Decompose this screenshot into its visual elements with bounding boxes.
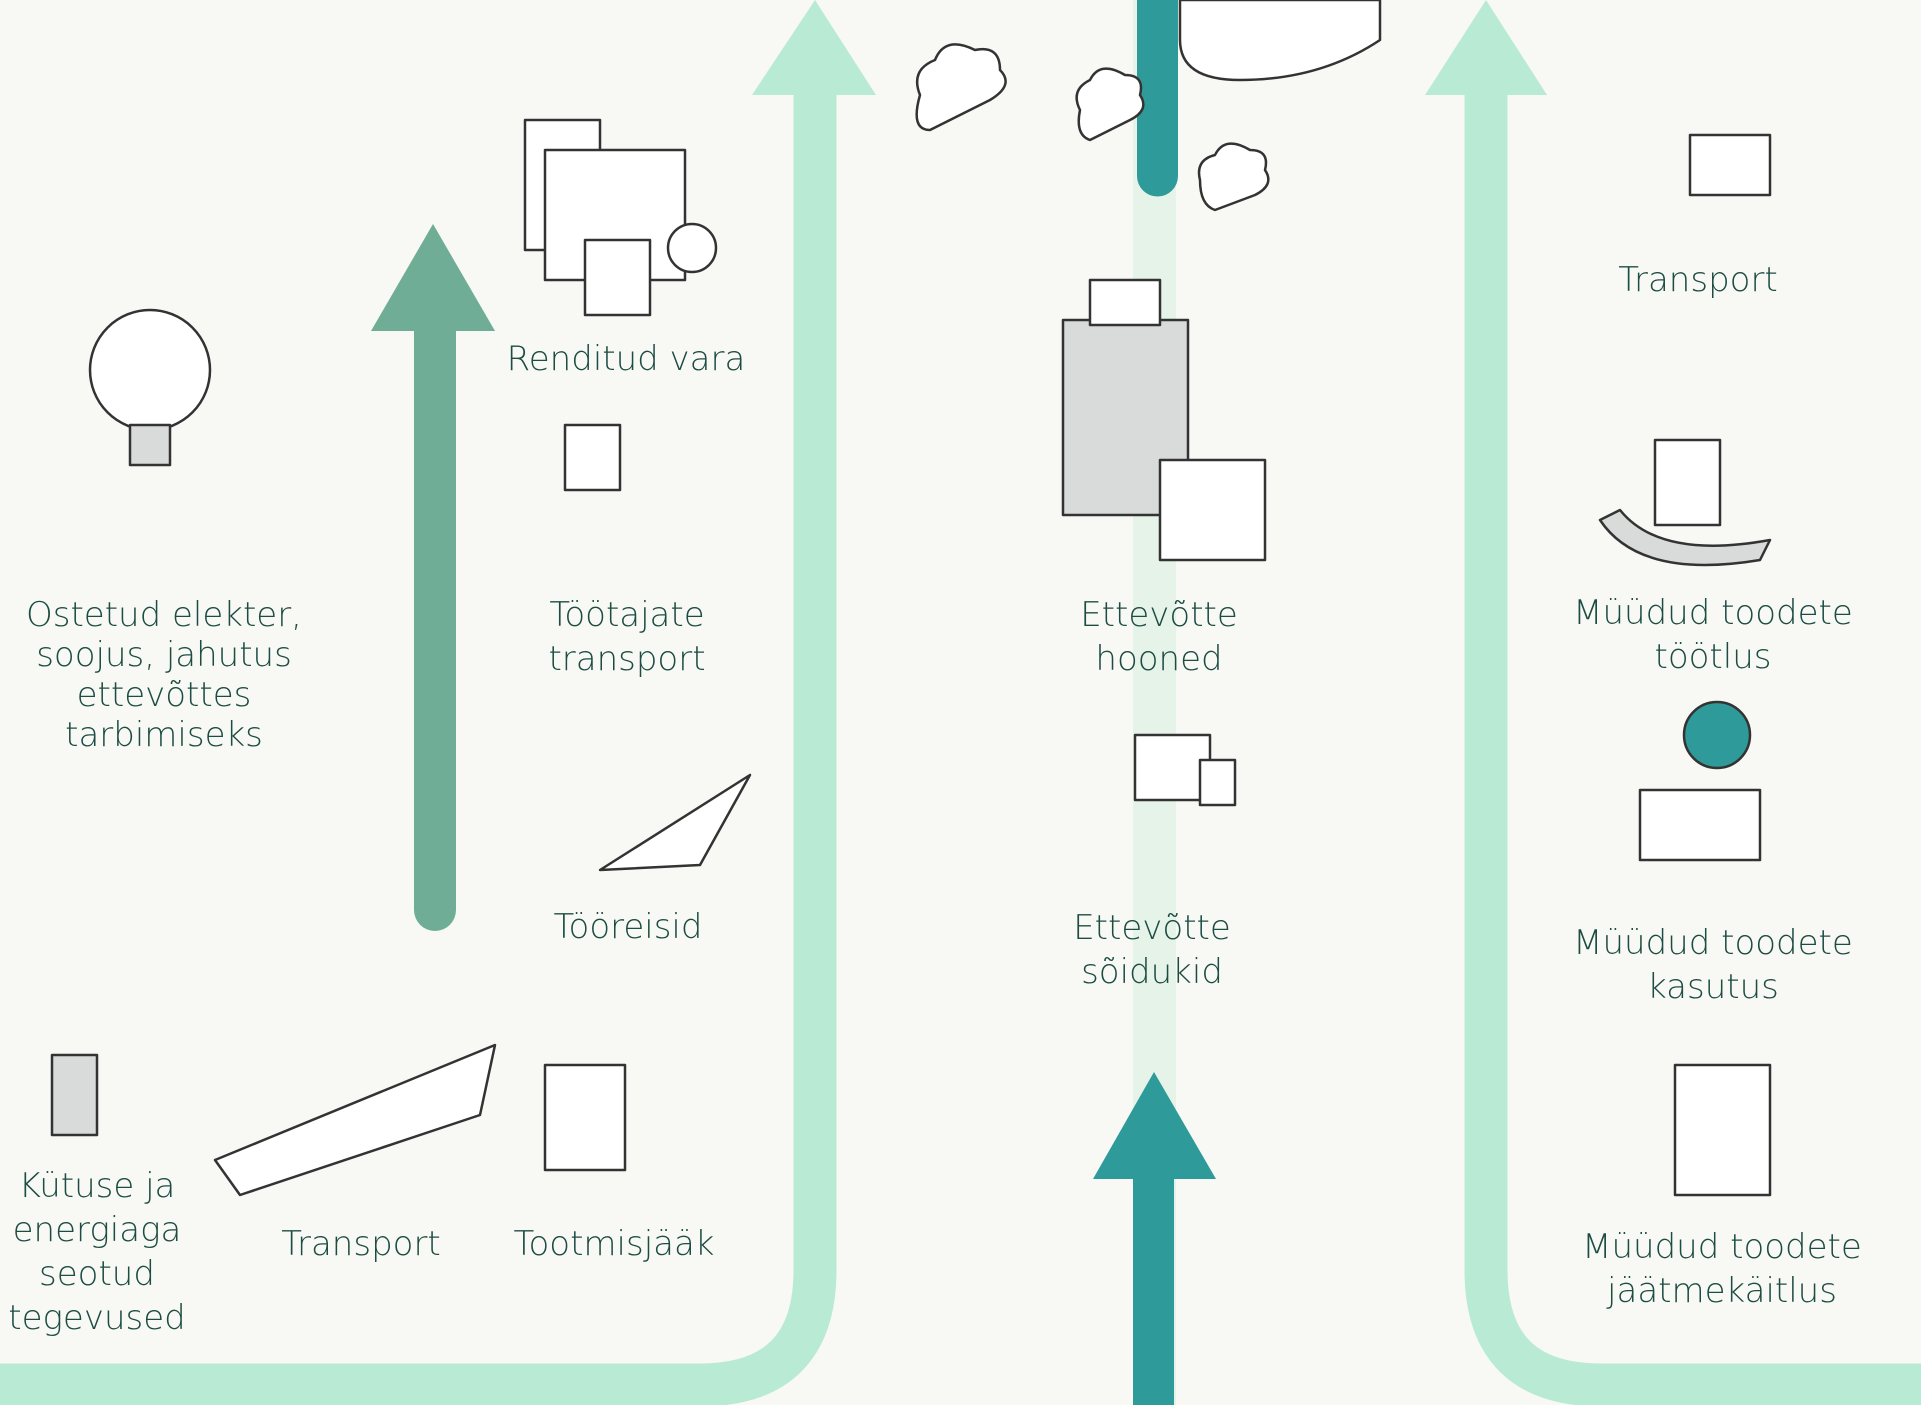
item-label: Müüdud toodete (1573, 923, 1853, 963)
item-label: ettevõttes (77, 675, 252, 715)
item-label: Ostetud elekter, (26, 595, 302, 635)
item-label: energiaga (13, 1210, 182, 1250)
item-label: Tootmisjääk (513, 1224, 714, 1264)
item-label: kasutus (1647, 967, 1779, 1007)
item-label: töötlus (1655, 637, 1772, 677)
item-label: hooned (1095, 639, 1222, 679)
item-label: soojus, jahutus (36, 635, 292, 675)
item-label: Renditud vara (507, 339, 746, 379)
teal-arrow-shaft (1133, 1170, 1174, 1405)
item-label: tegevused (8, 1298, 185, 1338)
item-label: Töötajate (549, 595, 704, 635)
item-label: Tööreisid (554, 907, 703, 947)
item-label: Müüdud toodete (1573, 593, 1853, 633)
item-label: seotud (39, 1254, 155, 1294)
item-label: Ettevõtte (1080, 595, 1238, 635)
item-label: jäätmekäitlus (1606, 1271, 1837, 1311)
page: {"items": [ {"lines": ["Ostetud elekter,… (0, 0, 1921, 1405)
green-arrow-shaft (414, 325, 456, 931)
item-label: Transport (281, 1224, 441, 1264)
item-label: Ettevõtte (1073, 908, 1231, 948)
item-label: Müüdud toodete (1582, 1227, 1862, 1267)
item-label: Kütuse ja (19, 1166, 176, 1206)
item-label: sõidukid (1081, 952, 1223, 992)
item-label: transport (548, 639, 705, 679)
item-label: tarbimiseks (65, 715, 263, 755)
background (0, 0, 1921, 1405)
diagram: Ostetud elekter,soojus, jahutusettevõtte… (0, 0, 1921, 1405)
item-label: Transport (1618, 260, 1778, 300)
